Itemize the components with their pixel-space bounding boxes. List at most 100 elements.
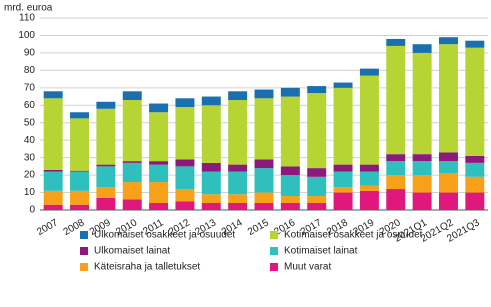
x-tick-label: 2007 xyxy=(35,217,60,238)
bar-segment xyxy=(175,159,195,167)
bar-segment xyxy=(96,164,116,167)
bar-segment xyxy=(254,168,274,193)
bar-segment xyxy=(280,96,300,167)
bar-segment xyxy=(96,108,116,165)
x-tick-label: 2015 xyxy=(246,217,271,238)
bar-segment xyxy=(70,170,90,172)
bar-segment xyxy=(228,91,248,101)
y-tick-label: 60 xyxy=(24,100,36,111)
bar-segment xyxy=(412,44,432,53)
bar-segment xyxy=(122,161,142,163)
bar-segment xyxy=(96,101,116,109)
bar-segment xyxy=(307,203,327,210)
bar-segment xyxy=(96,166,116,188)
bar-segment xyxy=(201,105,221,163)
bar-segment xyxy=(122,182,142,200)
bar-segment xyxy=(333,164,353,172)
y-tick-label: 90 xyxy=(24,48,36,59)
legend-swatch xyxy=(80,247,88,255)
bar-segment xyxy=(280,203,300,210)
bar-segment xyxy=(465,162,485,177)
bar-segment xyxy=(96,197,116,210)
bar-segment xyxy=(175,98,195,108)
bar-segment xyxy=(149,112,169,162)
bar-segment xyxy=(359,75,379,165)
bar-segment xyxy=(438,152,458,162)
bar-segment xyxy=(70,171,90,191)
bar-segment xyxy=(280,196,300,204)
y-tick-label: 10 xyxy=(24,187,36,198)
legend-swatch xyxy=(270,231,278,239)
bar-segment xyxy=(96,187,116,198)
bar-segment xyxy=(228,203,248,210)
bar-segment xyxy=(43,190,63,205)
bar-segment xyxy=(333,192,353,210)
bar-segment xyxy=(122,199,142,210)
legend-label: Kotimaiset lainat xyxy=(284,246,358,257)
legend-swatch xyxy=(80,263,88,271)
bar-segment xyxy=(43,169,63,172)
bar-segment xyxy=(149,182,169,204)
bar-segment xyxy=(228,164,248,172)
legend-swatch xyxy=(80,231,88,239)
y-tick-label: 40 xyxy=(24,135,36,146)
bar-segment xyxy=(122,162,142,183)
bar-segment xyxy=(359,164,379,172)
bar-segment xyxy=(438,161,458,174)
bar-segment xyxy=(412,52,432,155)
bar-segment xyxy=(333,82,353,88)
bar-segment xyxy=(228,100,248,165)
bar-segment xyxy=(412,175,432,193)
y-tick-label: 110 xyxy=(19,13,35,24)
bar-segment xyxy=(70,190,90,205)
legend-swatch xyxy=(270,263,278,271)
bar-segment xyxy=(122,100,142,162)
bar-segment xyxy=(149,164,169,183)
bar-segment xyxy=(465,40,485,48)
legend-label: Kotimaiset osakkeet ja osuudet xyxy=(284,230,423,241)
bar-segment xyxy=(465,155,485,163)
bar-segment xyxy=(201,162,221,172)
y-axis-label: mrd. euroa xyxy=(4,3,53,14)
bar-segment xyxy=(438,44,458,153)
bar-segment xyxy=(201,194,221,204)
bar-segment xyxy=(465,176,485,193)
bar-segment xyxy=(122,91,142,101)
legend-label: Ulkomaiset osakkeet ja osuudet xyxy=(94,230,235,241)
bar-segment xyxy=(307,168,327,177)
bar-segment xyxy=(201,171,221,195)
bar-segment xyxy=(43,171,63,191)
bar-segment xyxy=(70,112,90,119)
bar-segment xyxy=(465,47,485,156)
bar-segment xyxy=(359,185,379,191)
y-tick-label: 50 xyxy=(24,117,36,128)
bar-segment xyxy=(254,89,274,99)
bar-segment xyxy=(175,166,195,190)
bar-segment xyxy=(43,91,63,99)
bar-segment xyxy=(175,107,195,160)
bar-segment xyxy=(412,154,432,162)
bar-segment xyxy=(307,196,327,204)
bar-segment xyxy=(201,203,221,210)
bar-segment xyxy=(359,171,379,186)
bar-segment xyxy=(228,171,248,195)
bar-segment xyxy=(386,38,406,46)
bar-segment xyxy=(307,86,327,94)
bar-segment xyxy=(333,87,353,165)
bar-segment xyxy=(280,175,300,197)
bar-segment xyxy=(228,194,248,204)
bar-segment xyxy=(175,189,195,202)
y-tick-label: 80 xyxy=(24,65,36,76)
bar-segment xyxy=(438,37,458,45)
bar-segment xyxy=(70,118,90,171)
bar-segment xyxy=(386,175,406,190)
legend-label: Ulkomaiset lainat xyxy=(94,246,170,257)
y-tick-label: 70 xyxy=(24,82,36,93)
bar-segment xyxy=(280,87,300,97)
bar-segment xyxy=(438,192,458,210)
bar-segment xyxy=(307,93,327,169)
bar-segment xyxy=(465,192,485,210)
bar-segment xyxy=(149,161,169,165)
y-tick-label: 0 xyxy=(29,205,35,216)
